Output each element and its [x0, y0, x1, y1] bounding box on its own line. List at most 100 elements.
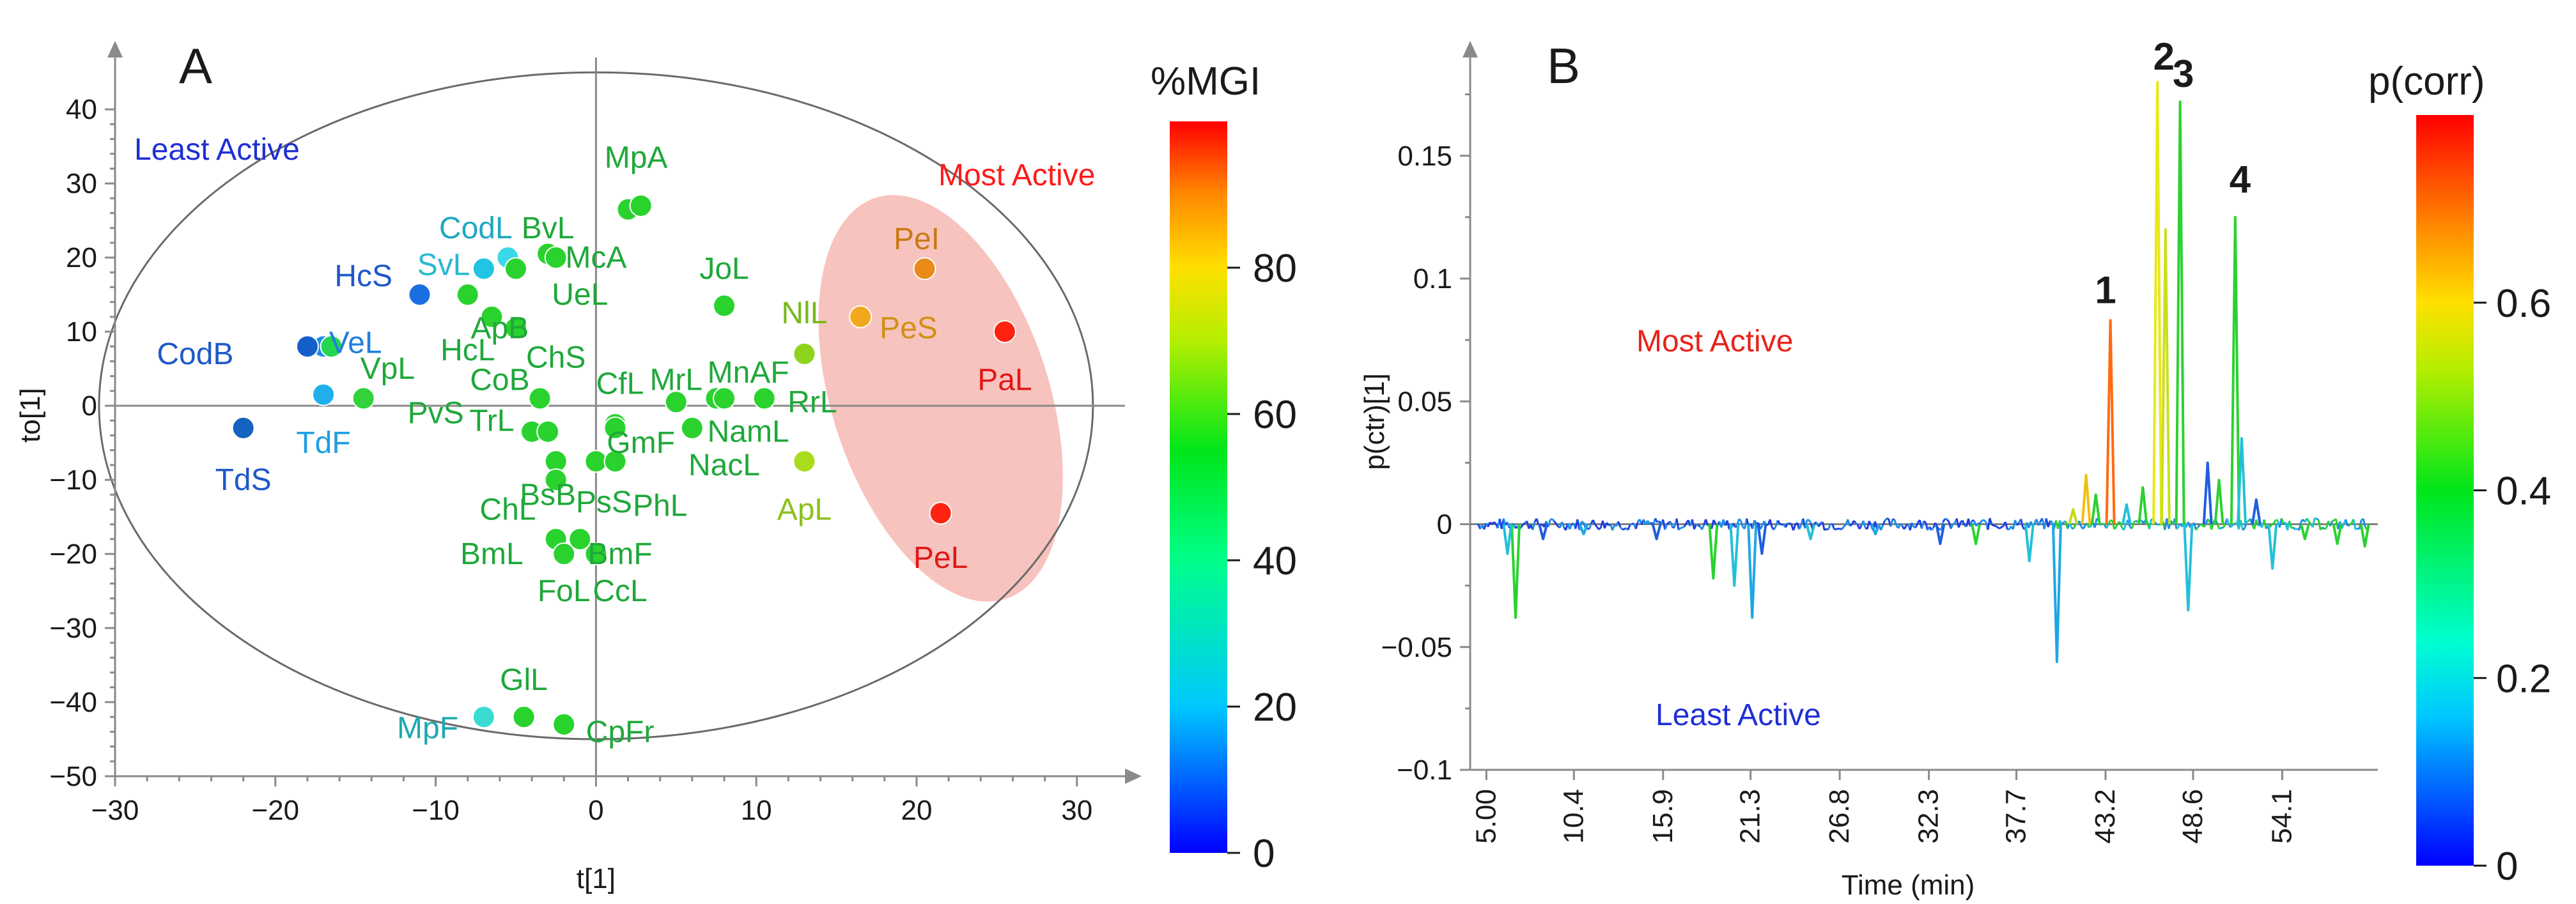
trace-segment: [2195, 526, 2199, 531]
trace-peak: [1870, 523, 1881, 535]
trace-segment: [1759, 525, 1764, 530]
trace-segment: [1695, 523, 1699, 526]
colorbar-tick-label: 0: [1253, 832, 1275, 876]
data-point: [629, 194, 653, 217]
x-tick-label-b: 10.4: [1558, 789, 1589, 844]
point-label: BsB: [520, 478, 576, 512]
y-axis-arrow-b: [1463, 41, 1478, 57]
trace-segment: [2255, 519, 2260, 526]
point-label: BmF: [587, 537, 652, 571]
x-tick-label: 10: [741, 795, 772, 826]
point-label: CodL: [439, 211, 513, 245]
trace-segment: [2275, 519, 2278, 522]
trace-segment: [2078, 520, 2083, 527]
trace-segment: [2311, 517, 2316, 528]
data-point: [312, 383, 336, 406]
trace-segment: [2322, 526, 2325, 530]
trace-segment: [1701, 524, 1705, 530]
loading-trace: [1477, 80, 2370, 663]
data-point: [793, 450, 816, 473]
trace-segment: [1779, 523, 1783, 526]
trace-peak: [1805, 524, 1816, 540]
trace-segment: [1792, 524, 1797, 531]
x-tick-label: −20: [251, 795, 299, 826]
x-axis-arrow: [1125, 769, 1142, 784]
data-point: [993, 320, 1016, 344]
trace-segment: [1683, 522, 1688, 527]
peak-labels: 1 23 4: [2095, 35, 2251, 311]
x-tick-label: −10: [412, 795, 460, 826]
trace-segment: [2207, 518, 2210, 523]
trace-segment: [2102, 522, 2106, 526]
data-point: [929, 502, 952, 525]
x-tick-label-b: 26.8: [1824, 789, 1855, 844]
data-point: [568, 527, 592, 551]
point-label: PvS: [408, 397, 464, 431]
data-point: [231, 416, 255, 440]
trace-segment: [1634, 521, 1639, 530]
trace-peak: [1651, 524, 1662, 540]
trace-segment: [1547, 519, 1551, 528]
colorbar-tick-label: 80: [1253, 247, 1297, 291]
trace-segment: [2246, 520, 2249, 523]
trace-segment: [1983, 519, 1987, 523]
trace-segment: [1995, 525, 1999, 528]
trace-segment: [2072, 525, 2077, 530]
point-label: CfL: [596, 367, 644, 401]
trace-segment: [1753, 519, 1758, 525]
trace-segment: [2197, 524, 2201, 528]
trace-peak: [2068, 508, 2079, 525]
trace-segment: [2088, 525, 2092, 528]
trace-segment: [1619, 526, 1624, 530]
scatter-axes: −30 −20 −10 0 10 20 30 −50 −40 −30 −20 −10 0 10 20 30 40: [49, 41, 1142, 826]
trace-segment: [1854, 522, 1859, 526]
data-point: [472, 705, 495, 729]
point-label: BvL: [522, 211, 575, 245]
trace-segment: [1588, 523, 1592, 530]
trace-segment: [2292, 526, 2296, 530]
data-point: [849, 305, 873, 328]
trace-peak: [2081, 473, 2091, 525]
x-tick-label-b: 43.2: [2090, 789, 2121, 844]
peak-number: 4: [2230, 158, 2251, 201]
trace-segment: [2082, 525, 2086, 530]
trace-segment: [2329, 521, 2333, 526]
trace-segment: [1920, 521, 1925, 529]
trace-segment: [1798, 525, 1803, 530]
trace-peak: [2175, 100, 2185, 525]
point-label: NamL: [708, 415, 789, 449]
data-point: [480, 305, 504, 328]
point-label: NacL: [688, 448, 760, 482]
point-label: ChL: [479, 493, 536, 526]
trace-segment: [1732, 523, 1736, 528]
trace-peak: [1971, 524, 1982, 546]
data-point: [528, 387, 552, 410]
x-tick-label-b: 48.6: [2177, 789, 2208, 844]
trace-peak: [2237, 436, 2247, 525]
trace-segment: [1776, 519, 1781, 525]
trace-segment: [2298, 521, 2302, 531]
data-point: [552, 712, 576, 736]
point-label: UeL: [552, 278, 608, 312]
point-label: JoL: [699, 252, 749, 286]
y-tick-label: 0: [82, 390, 97, 422]
trace-peak: [1747, 524, 1758, 619]
trace-segment: [2115, 522, 2120, 528]
y-axis-arrow: [107, 41, 123, 57]
loadings-line-plot: B 5.00 10.4 15.9 21.3 26.8 32.3 37.7 43.2 48.6 54…: [1359, 35, 2378, 901]
trace-segment: [1555, 523, 1559, 527]
trace-segment: [1884, 517, 1888, 522]
trace-segment: [2047, 520, 2051, 528]
trace-peak: [1538, 524, 1549, 540]
trace-segment: [2111, 520, 2116, 530]
trace-segment: [2203, 524, 2207, 528]
point-label: PaL: [977, 364, 1032, 397]
y-tick-label: −30: [49, 613, 97, 644]
trace-segment: [2341, 523, 2345, 529]
trace-segment: [1975, 523, 1979, 527]
trace-segment: [2242, 528, 2246, 531]
trace-segment: [1940, 521, 1944, 530]
data-point: [512, 705, 536, 729]
point-label: CcL: [593, 574, 647, 608]
trace-segment: [1734, 525, 1737, 528]
